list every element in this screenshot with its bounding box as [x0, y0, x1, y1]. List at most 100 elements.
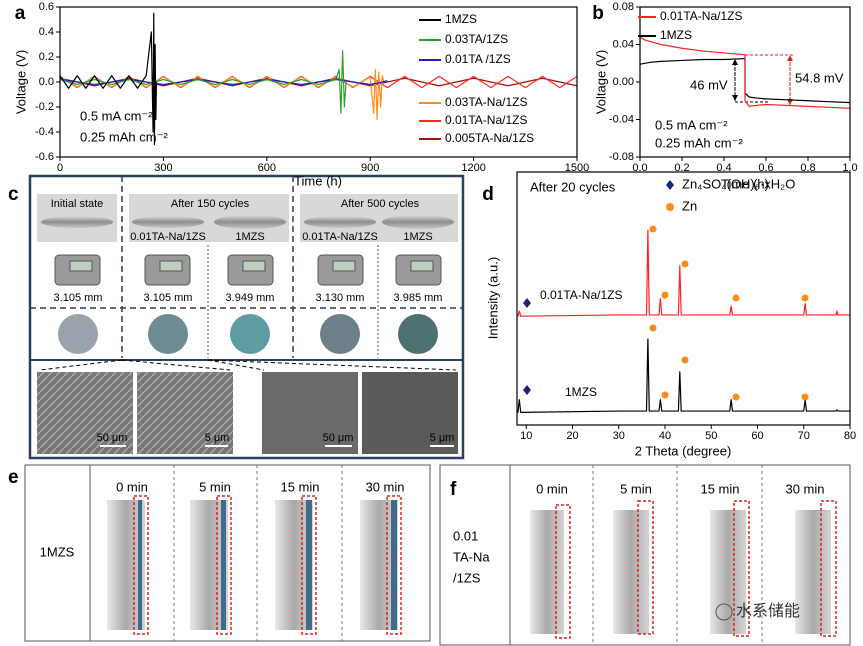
- x-tick-label: 0.0: [632, 162, 647, 174]
- series-line: [59, 75, 578, 89]
- y-tick-label: -0.2: [35, 101, 54, 113]
- time-label: 5 min: [620, 481, 652, 496]
- panel-label: d: [482, 184, 494, 205]
- panel-label: b: [592, 3, 604, 24]
- group-label: After 150 cycles: [171, 198, 250, 210]
- time-label: 0 min: [116, 479, 148, 494]
- series-line: [639, 36, 851, 109]
- x-axis-label: 2 Theta (degree): [635, 443, 732, 458]
- peak-marker: [649, 324, 657, 332]
- sample-label: /1ZS: [453, 570, 481, 585]
- sample-label: 0.01TA-Na/1ZS: [302, 231, 378, 243]
- y-axis-label: Intensity (a.u.): [485, 257, 500, 339]
- x-tick-label: 1500: [565, 162, 589, 174]
- sample-label: 1MZS: [403, 231, 432, 243]
- scale-bar: 5 μm: [430, 432, 455, 444]
- legend-marker: [666, 203, 674, 211]
- x-axis-label: Time (h): [721, 176, 769, 191]
- time-label: 0 min: [536, 481, 568, 496]
- legend-marker: [666, 180, 674, 190]
- plot-frame: [516, 171, 851, 426]
- thickness: 3.985 mm: [394, 292, 443, 304]
- time-label: 30 min: [785, 481, 824, 496]
- peak-marker: [732, 294, 740, 302]
- legend-label: 0.01TA-Na/1ZS: [660, 9, 742, 23]
- sample-label: 0.01: [453, 528, 478, 543]
- watermark: 水系储能: [736, 602, 800, 620]
- x-tick-label: 10: [520, 430, 532, 442]
- annotation: 0.25 mAh cm⁻²: [80, 129, 168, 144]
- series-line: [59, 78, 388, 86]
- series-line: [59, 12, 158, 146]
- legend-label: 0.01TA-Na/1ZS: [445, 113, 527, 127]
- x-tick-label: 50: [705, 430, 717, 442]
- series-line: [59, 50, 347, 114]
- y-axis-label: Voltage (V): [593, 50, 608, 114]
- y-tick-label: -0.04: [609, 113, 634, 125]
- x-tick-label: 70: [798, 430, 810, 442]
- x-tick-label: 0: [57, 162, 63, 174]
- time-label: 15 min: [700, 481, 739, 496]
- y-tick-label: 0.2: [39, 51, 54, 63]
- b-arrows: [732, 54, 795, 105]
- thickness: 3.130 mm: [316, 292, 365, 304]
- x-tick-label: 900: [361, 162, 379, 174]
- legend-label: 1MZS: [445, 12, 477, 26]
- panel-c: c Initial state After 150 cycles After 5…: [8, 174, 465, 460]
- series-line: [517, 229, 850, 317]
- x-tick-label: 0.4: [716, 162, 731, 174]
- y-axis-label: Voltage (V): [13, 50, 28, 114]
- x-tick-label: 30: [613, 430, 625, 442]
- peak-marker: [801, 393, 809, 401]
- peak-marker: [649, 225, 657, 233]
- x-tick-label: 20: [566, 430, 578, 442]
- sample-label: 1MZS: [40, 544, 75, 559]
- x-tick-label: 300: [154, 162, 172, 174]
- thickness: 3.105 mm: [54, 292, 103, 304]
- y-tick-label: 0.08: [613, 1, 634, 13]
- panel-label: a: [15, 3, 26, 24]
- x-tick-label: 60: [751, 430, 763, 442]
- time-label: 30 min: [365, 479, 404, 494]
- peak-marker: [732, 393, 740, 401]
- y-tick-label: 0.4: [39, 26, 54, 38]
- legend-label: 1MZS: [660, 28, 692, 42]
- annotation: 0.25 mAh cm⁻²: [655, 135, 743, 150]
- legend-label: 0.01TA /1ZS: [445, 52, 511, 66]
- annotation: 0.5 mA cm⁻²: [80, 108, 153, 123]
- legend-label: Zn: [682, 198, 697, 213]
- panel-f: f 0.01 TA-Na /1ZS 0 min 5 min 15 min 30 …: [439, 464, 851, 646]
- scale-bar: 50 μm: [97, 432, 128, 444]
- thickness: 3.949 mm: [226, 292, 275, 304]
- y-tick-label: 0.00: [613, 76, 634, 88]
- peak-marker: [661, 291, 669, 299]
- legend-label: Zn₄SO₄(OH)₆·xH₂O: [682, 176, 795, 191]
- time-label: 5 min: [199, 479, 231, 494]
- x-tick-label: 80: [844, 430, 856, 442]
- group-label: Initial state: [51, 198, 104, 210]
- y-tick-label: 0.0: [39, 76, 54, 88]
- peak-marker: [661, 391, 669, 399]
- y-tick-label: -0.6: [35, 151, 54, 163]
- peak-marker: [681, 356, 689, 364]
- annotation: 54.8 mV: [795, 70, 844, 85]
- time-label: 15 min: [280, 479, 319, 494]
- group-label: After 500 cycles: [341, 198, 420, 210]
- y-tick-label: 0.6: [39, 1, 54, 13]
- legend-label: 0.01TA-Na/1ZS: [540, 288, 622, 302]
- panel-e: e 1MZS 0 min 5 min 15 min 30 min: [8, 464, 431, 642]
- annotation: 0.5 mA cm⁻²: [655, 117, 728, 132]
- peak-marker: [523, 385, 531, 395]
- x-tick-label: 0.2: [674, 162, 689, 174]
- panel-label: e: [8, 467, 19, 488]
- y-tick-label: -0.4: [35, 126, 54, 138]
- legend-label: 1MZS: [565, 385, 597, 399]
- micrometers: [54, 254, 442, 286]
- x-tick-label: 40: [659, 430, 671, 442]
- peak-marker: [523, 298, 531, 308]
- thickness: 3.105 mm: [144, 292, 193, 304]
- legend-label: 0.03TA-Na/1ZS: [445, 95, 527, 109]
- sample-label: 1MZS: [235, 231, 264, 243]
- annotation: 46 mV: [690, 77, 728, 92]
